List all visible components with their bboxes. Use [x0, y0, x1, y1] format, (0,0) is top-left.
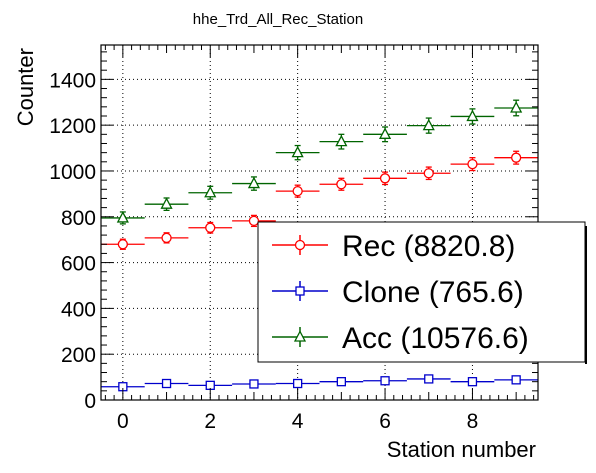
y-tick-label: 1000: [49, 161, 96, 184]
data-point: [380, 376, 390, 386]
data-point: [511, 375, 521, 385]
legend-marker: [295, 286, 305, 296]
x-tick-label: 4: [292, 410, 304, 433]
y-tick-label: 1400: [49, 69, 96, 92]
legend-entry: Clone (765.6): [272, 276, 524, 309]
x-tick-label: 8: [467, 410, 479, 433]
legend-box-shadow-right: [585, 226, 587, 364]
legend-label: Rec (8820.8): [342, 230, 515, 263]
data-point: [205, 222, 216, 233]
legend-entry: Acc (10576.6): [272, 322, 529, 355]
data-point: [247, 176, 261, 189]
legend-marker: [293, 330, 307, 342]
y-tick-label: 1200: [49, 115, 96, 138]
y-tick-label: 200: [61, 344, 96, 367]
data-point: [378, 127, 392, 139]
data-point: [511, 152, 522, 163]
series-triangle: [101, 99, 538, 225]
data-point: [423, 168, 434, 179]
data-point: [204, 185, 217, 198]
data-point: [336, 377, 347, 387]
data-point: [291, 145, 304, 158]
data-point: [161, 232, 172, 243]
data-point: [249, 379, 259, 389]
data-point: [160, 197, 173, 209]
x-tick-label: 6: [379, 410, 391, 433]
y-tick-label: 400: [61, 298, 96, 321]
chart-title: hhe_Trd_All_Rec_Station: [193, 11, 363, 28]
y-tick-label: 800: [61, 207, 96, 230]
y-axis-label: Counter: [13, 48, 38, 126]
data-point: [292, 185, 303, 197]
data-point: [510, 101, 523, 113]
data-point: [117, 239, 128, 250]
data-point: [161, 378, 172, 389]
legend-marker: [294, 239, 306, 251]
data-point: [248, 215, 260, 227]
legend: Rec (8820.8) Clone (765.6) Acc (10576.6): [257, 221, 587, 364]
series-circle: [101, 150, 538, 250]
axes: 0 200 400 600 800 1000 1200 1400 0 2 4 6 8: [49, 45, 538, 433]
series-square: [101, 374, 538, 392]
data-point: [336, 179, 347, 190]
legend-entry: Rec (8820.8): [272, 230, 515, 263]
data-point: [335, 134, 348, 147]
legend-label: Acc (10576.6): [342, 322, 529, 355]
data-point: [116, 211, 129, 223]
x-tick-label: 0: [117, 410, 129, 433]
data-point: [466, 109, 479, 122]
data-point: [467, 158, 478, 170]
legend-label: Clone (765.6): [342, 276, 524, 309]
data-point: [467, 377, 478, 387]
data-point: [422, 118, 435, 131]
data-point: [379, 173, 391, 184]
y-tick-label: 600: [61, 253, 96, 276]
x-tick-label: 2: [204, 410, 216, 433]
y-tick-label: 0: [84, 390, 96, 413]
series-layer: [101, 99, 538, 392]
data-point: [292, 378, 303, 389]
x-axis-label: Station number: [387, 437, 536, 462]
data-point: [424, 374, 434, 384]
